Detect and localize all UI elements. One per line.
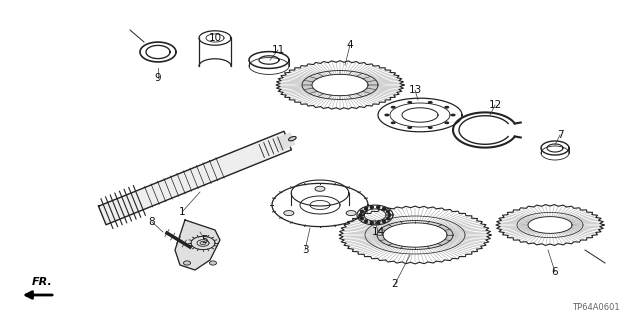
Ellipse shape — [364, 220, 367, 223]
Ellipse shape — [445, 107, 449, 108]
Text: 10: 10 — [209, 33, 221, 43]
Polygon shape — [276, 133, 294, 150]
Ellipse shape — [364, 207, 367, 210]
Text: 1: 1 — [179, 207, 186, 217]
Ellipse shape — [392, 107, 395, 108]
Ellipse shape — [209, 261, 216, 265]
Ellipse shape — [377, 221, 380, 224]
Ellipse shape — [429, 102, 432, 103]
Text: 9: 9 — [155, 73, 161, 83]
Ellipse shape — [360, 217, 364, 220]
Text: TP64A0601: TP64A0601 — [572, 303, 620, 312]
Ellipse shape — [408, 127, 412, 128]
Polygon shape — [99, 131, 291, 225]
Ellipse shape — [284, 211, 294, 216]
Ellipse shape — [388, 214, 391, 216]
Text: 8: 8 — [148, 217, 156, 227]
Ellipse shape — [315, 186, 325, 191]
Ellipse shape — [184, 261, 191, 265]
Text: FR.: FR. — [31, 277, 52, 287]
Ellipse shape — [371, 221, 373, 224]
Text: 7: 7 — [557, 130, 563, 140]
Ellipse shape — [451, 114, 455, 116]
Ellipse shape — [408, 102, 412, 103]
Polygon shape — [175, 220, 220, 270]
Ellipse shape — [429, 127, 432, 128]
Ellipse shape — [385, 114, 388, 116]
Ellipse shape — [200, 241, 206, 245]
Text: 2: 2 — [392, 279, 398, 289]
Text: 4: 4 — [347, 40, 353, 50]
Text: 3: 3 — [301, 245, 308, 255]
Ellipse shape — [360, 210, 364, 213]
Polygon shape — [277, 135, 294, 148]
Ellipse shape — [346, 211, 356, 216]
Ellipse shape — [377, 206, 380, 209]
Ellipse shape — [387, 210, 390, 213]
Ellipse shape — [387, 217, 390, 220]
Ellipse shape — [392, 122, 395, 124]
Ellipse shape — [383, 220, 385, 223]
Text: 12: 12 — [488, 100, 502, 110]
Ellipse shape — [359, 214, 362, 216]
Ellipse shape — [445, 122, 449, 124]
Text: 14: 14 — [371, 227, 385, 237]
Ellipse shape — [383, 207, 385, 210]
Text: 13: 13 — [408, 85, 422, 95]
Text: 5: 5 — [202, 235, 208, 245]
Ellipse shape — [371, 206, 373, 209]
Text: 11: 11 — [271, 45, 285, 55]
Ellipse shape — [289, 137, 296, 141]
Text: 6: 6 — [552, 267, 558, 277]
